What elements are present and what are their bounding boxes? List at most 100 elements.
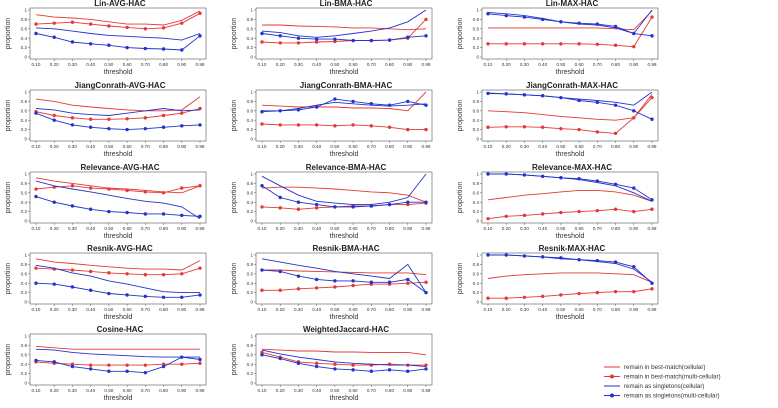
- x-tick-label: 0.99: [422, 62, 431, 67]
- legend-label: remain in best-match(multi-cellular): [624, 374, 721, 381]
- y-tick-label: 0.2: [473, 127, 480, 132]
- x-tick-label: 0.80: [385, 226, 394, 231]
- data-point: [333, 362, 337, 366]
- y-tick-label: 0.2: [247, 371, 254, 376]
- data-point: [351, 279, 355, 283]
- plot-frame: [29, 7, 207, 60]
- data-point: [314, 286, 319, 290]
- panel-resnik-avg-hac: Resnik-AVG-HAC 0 0.2 0.4 0.6 0.8 1 0.10 0.20 0.30…: [5, 244, 207, 321]
- data-point: [424, 17, 428, 22]
- series-line-remain-as-singletons-multi-cellular: [487, 13, 653, 37]
- y-tick-label: 0.2: [21, 209, 28, 214]
- data-point: [70, 268, 75, 272]
- data-point: [387, 125, 392, 129]
- y-tick-label: 0.2: [247, 290, 254, 295]
- series-line-remain-as-singletons-cellular: [35, 27, 201, 41]
- x-tick-label: 0.20: [50, 144, 59, 149]
- x-tick-label: 0.90: [403, 307, 412, 312]
- data-point: [577, 258, 581, 262]
- data-point: [180, 186, 184, 190]
- y-axis-label: proportion: [5, 100, 12, 132]
- data-point: [522, 93, 527, 97]
- x-tick-label: 0.70: [593, 144, 602, 149]
- data-point: [260, 353, 264, 357]
- data-point: [504, 253, 508, 257]
- data-point: [180, 213, 184, 218]
- data-point: [161, 113, 166, 118]
- data-point: [88, 269, 93, 274]
- x-tick-label: 0.30: [294, 144, 303, 149]
- data-point: [143, 126, 148, 131]
- x-tick-label: 0.50: [556, 226, 565, 231]
- panel-cosine-hac: Cosine-HAC 0 0.2 0.4 0.6 0.8 1 0.10 0.20 0.30 0.40…: [5, 325, 207, 402]
- x-tick-label: 0.70: [141, 226, 150, 231]
- x-tick-label: 0.30: [294, 226, 303, 231]
- data-point: [107, 291, 111, 296]
- data-point: [296, 200, 301, 204]
- y-tick-label: 0.8: [21, 343, 28, 348]
- x-tick-label: 0.70: [367, 144, 376, 149]
- x-tick-label: 0.50: [330, 62, 339, 67]
- y-tick-label: 1: [24, 8, 27, 13]
- y-axis-label: proportion: [457, 182, 464, 214]
- x-axis-label: threshold: [330, 69, 359, 76]
- series-line-remain-as-singletons-cellular: [261, 349, 427, 368]
- data-point: [595, 42, 600, 47]
- data-point: [198, 357, 202, 362]
- data-point: [333, 37, 337, 41]
- y-tick-label: 0.8: [473, 262, 480, 267]
- y-axis-label: proportion: [231, 18, 238, 50]
- data-point: [595, 179, 600, 183]
- data-point: [260, 40, 264, 44]
- x-tick-label: 0.50: [104, 307, 113, 312]
- y-axis-label: proportion: [457, 263, 464, 295]
- y-tick-label: 1: [250, 90, 253, 95]
- series-line-remain-in-best-match-multi-cellular: [261, 351, 426, 366]
- x-tick-label: 0.10: [258, 62, 267, 67]
- data-point: [107, 24, 111, 28]
- data-point: [52, 360, 56, 364]
- data-point: [333, 367, 337, 371]
- y-tick-label: 1: [476, 8, 479, 13]
- data-point: [504, 92, 508, 96]
- data-point: [333, 285, 337, 289]
- plot-frame: [255, 252, 433, 305]
- x-tick-label: 0.10: [32, 226, 41, 231]
- x-tick-label: 0.80: [385, 144, 394, 149]
- data-point: [406, 277, 410, 282]
- y-axis-label: proportion: [5, 263, 12, 295]
- x-tick-label: 0.60: [349, 144, 358, 149]
- x-axis-label: threshold: [104, 69, 133, 76]
- x-tick-label: 0.20: [50, 62, 59, 67]
- data-point: [125, 188, 129, 193]
- y-tick-label: 0: [250, 300, 253, 305]
- data-point: [143, 212, 148, 216]
- x-tick-label: 0.30: [294, 62, 303, 67]
- x-tick-label: 0.50: [104, 226, 113, 231]
- panel-title: JiangConrath-BMA-HAC: [300, 81, 393, 90]
- series-line-remain-in-best-match-cellular: [261, 186, 427, 203]
- x-tick-label: 0.90: [629, 226, 638, 231]
- data-point: [577, 291, 581, 296]
- data-point: [504, 172, 508, 176]
- x-tick-label: 0.99: [648, 62, 657, 67]
- data-point: [296, 41, 301, 45]
- data-point: [143, 116, 148, 120]
- panel-title: Cosine-HAC: [97, 325, 144, 334]
- y-tick-label: 0.2: [21, 371, 28, 376]
- data-point: [278, 41, 282, 45]
- y-tick-label: 0: [250, 381, 253, 386]
- data-point: [34, 187, 38, 191]
- x-tick-label: 0.40: [538, 144, 547, 149]
- data-point: [296, 36, 301, 40]
- data-point: [314, 364, 319, 369]
- y-tick-label: 0: [476, 219, 479, 224]
- x-tick-label: 0.50: [556, 62, 565, 67]
- y-axis-label: proportion: [457, 100, 464, 132]
- y-tick-label: 0.4: [247, 200, 254, 205]
- x-tick-label: 0.60: [123, 144, 132, 149]
- panel-title: Resnik-BMA-HAC: [312, 244, 379, 253]
- x-axis-label: threshold: [330, 314, 359, 321]
- data-point: [107, 43, 111, 47]
- x-tick-label: 0.80: [159, 388, 168, 393]
